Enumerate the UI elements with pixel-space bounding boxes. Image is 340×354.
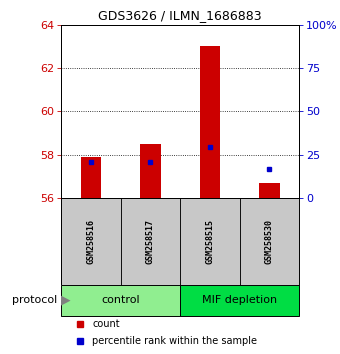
Text: percentile rank within the sample: percentile rank within the sample bbox=[92, 336, 257, 346]
Bar bbox=[61, 198, 121, 285]
Text: count: count bbox=[92, 319, 120, 329]
Text: GSM258517: GSM258517 bbox=[146, 219, 155, 264]
Bar bbox=[240, 198, 299, 285]
Text: GSM258516: GSM258516 bbox=[86, 219, 96, 264]
Text: MIF depletion: MIF depletion bbox=[202, 295, 277, 305]
Text: protocol: protocol bbox=[13, 295, 61, 305]
Text: control: control bbox=[101, 295, 140, 305]
Bar bbox=[140, 144, 161, 198]
Bar bbox=[180, 285, 299, 316]
Bar bbox=[259, 183, 280, 198]
Bar bbox=[180, 198, 240, 285]
Text: GSM258515: GSM258515 bbox=[205, 219, 215, 264]
Bar bbox=[61, 285, 180, 316]
Title: GDS3626 / ILMN_1686883: GDS3626 / ILMN_1686883 bbox=[98, 9, 262, 22]
Text: GSM258530: GSM258530 bbox=[265, 219, 274, 264]
Bar bbox=[81, 157, 101, 198]
Bar bbox=[121, 198, 180, 285]
Bar bbox=[200, 46, 220, 198]
Text: ▶: ▶ bbox=[61, 294, 71, 307]
